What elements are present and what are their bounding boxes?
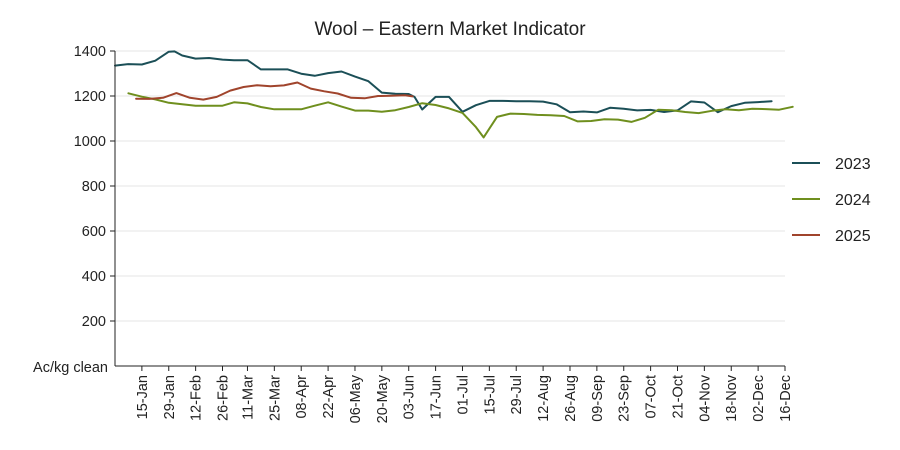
x-tick-label: 18-Nov bbox=[724, 374, 740, 421]
x-tick-label: 15-Jan bbox=[135, 375, 151, 419]
x-tick-label: 21-Oct bbox=[670, 375, 686, 419]
x-tick-label: 25-Mar bbox=[267, 375, 283, 421]
legend-label: 2024 bbox=[835, 192, 871, 209]
x-tick-label: 03-Jun bbox=[402, 375, 418, 419]
y-tick-label: 1000 bbox=[74, 134, 106, 150]
x-tick-label: 20-May bbox=[375, 374, 391, 423]
x-tick-label: 01-Jul bbox=[455, 375, 471, 415]
x-tick-label: 12-Aug bbox=[536, 375, 552, 422]
chart-title: Wool – Eastern Market Indicator bbox=[314, 19, 586, 40]
grid-layer bbox=[115, 50, 785, 322]
x-tick-label: 02-Dec bbox=[751, 375, 767, 422]
x-tick-label: 15-Jul bbox=[482, 375, 498, 415]
y-tick-label: 1200 bbox=[74, 89, 106, 105]
x-tick-label: 29-Jul bbox=[509, 375, 525, 415]
x-tick-label: 16-Dec bbox=[778, 375, 794, 422]
y-tick-label: 800 bbox=[82, 179, 106, 195]
series-line-2025 bbox=[135, 81, 414, 101]
legend-label: 2025 bbox=[835, 228, 871, 245]
x-tick-label: 17-Jun bbox=[429, 375, 445, 419]
x-tick-label: 26-Aug bbox=[563, 375, 579, 422]
axis-layer: 200 400 600 800 1000 1200 1400 15-Jan 29-Jan 12-F… bbox=[74, 44, 794, 423]
x-tick-label: 22-Apr bbox=[321, 375, 337, 419]
series-layer bbox=[114, 50, 794, 139]
x-tick-label: 29-Jan bbox=[162, 375, 178, 419]
series-line-2023 bbox=[114, 50, 773, 114]
x-tick-label: 11-Mar bbox=[240, 375, 256, 420]
x-tick-label: 12-Feb bbox=[189, 375, 205, 421]
y-tick-label: 600 bbox=[82, 224, 106, 240]
x-tick-label: 26-Feb bbox=[216, 375, 232, 421]
y-tick-label: 400 bbox=[82, 269, 106, 285]
x-tick-label: 09-Sep bbox=[590, 375, 606, 422]
x-tick-label: 07-Oct bbox=[644, 375, 660, 419]
x-tick-label: 08-Apr bbox=[294, 375, 310, 419]
x-tick-label: 23-Sep bbox=[617, 375, 633, 422]
y-axis-label: Ac/kg clean bbox=[33, 360, 108, 376]
legend-label: 2023 bbox=[835, 156, 871, 173]
legend: 2023 2024 2025 bbox=[792, 156, 871, 245]
x-tick-label: 04-Nov bbox=[697, 374, 713, 421]
x-tick-label: 06-May bbox=[348, 374, 364, 423]
y-tick-label: 1400 bbox=[74, 44, 106, 60]
series-line-2024 bbox=[127, 92, 794, 139]
y-tick-label: 200 bbox=[82, 314, 106, 330]
